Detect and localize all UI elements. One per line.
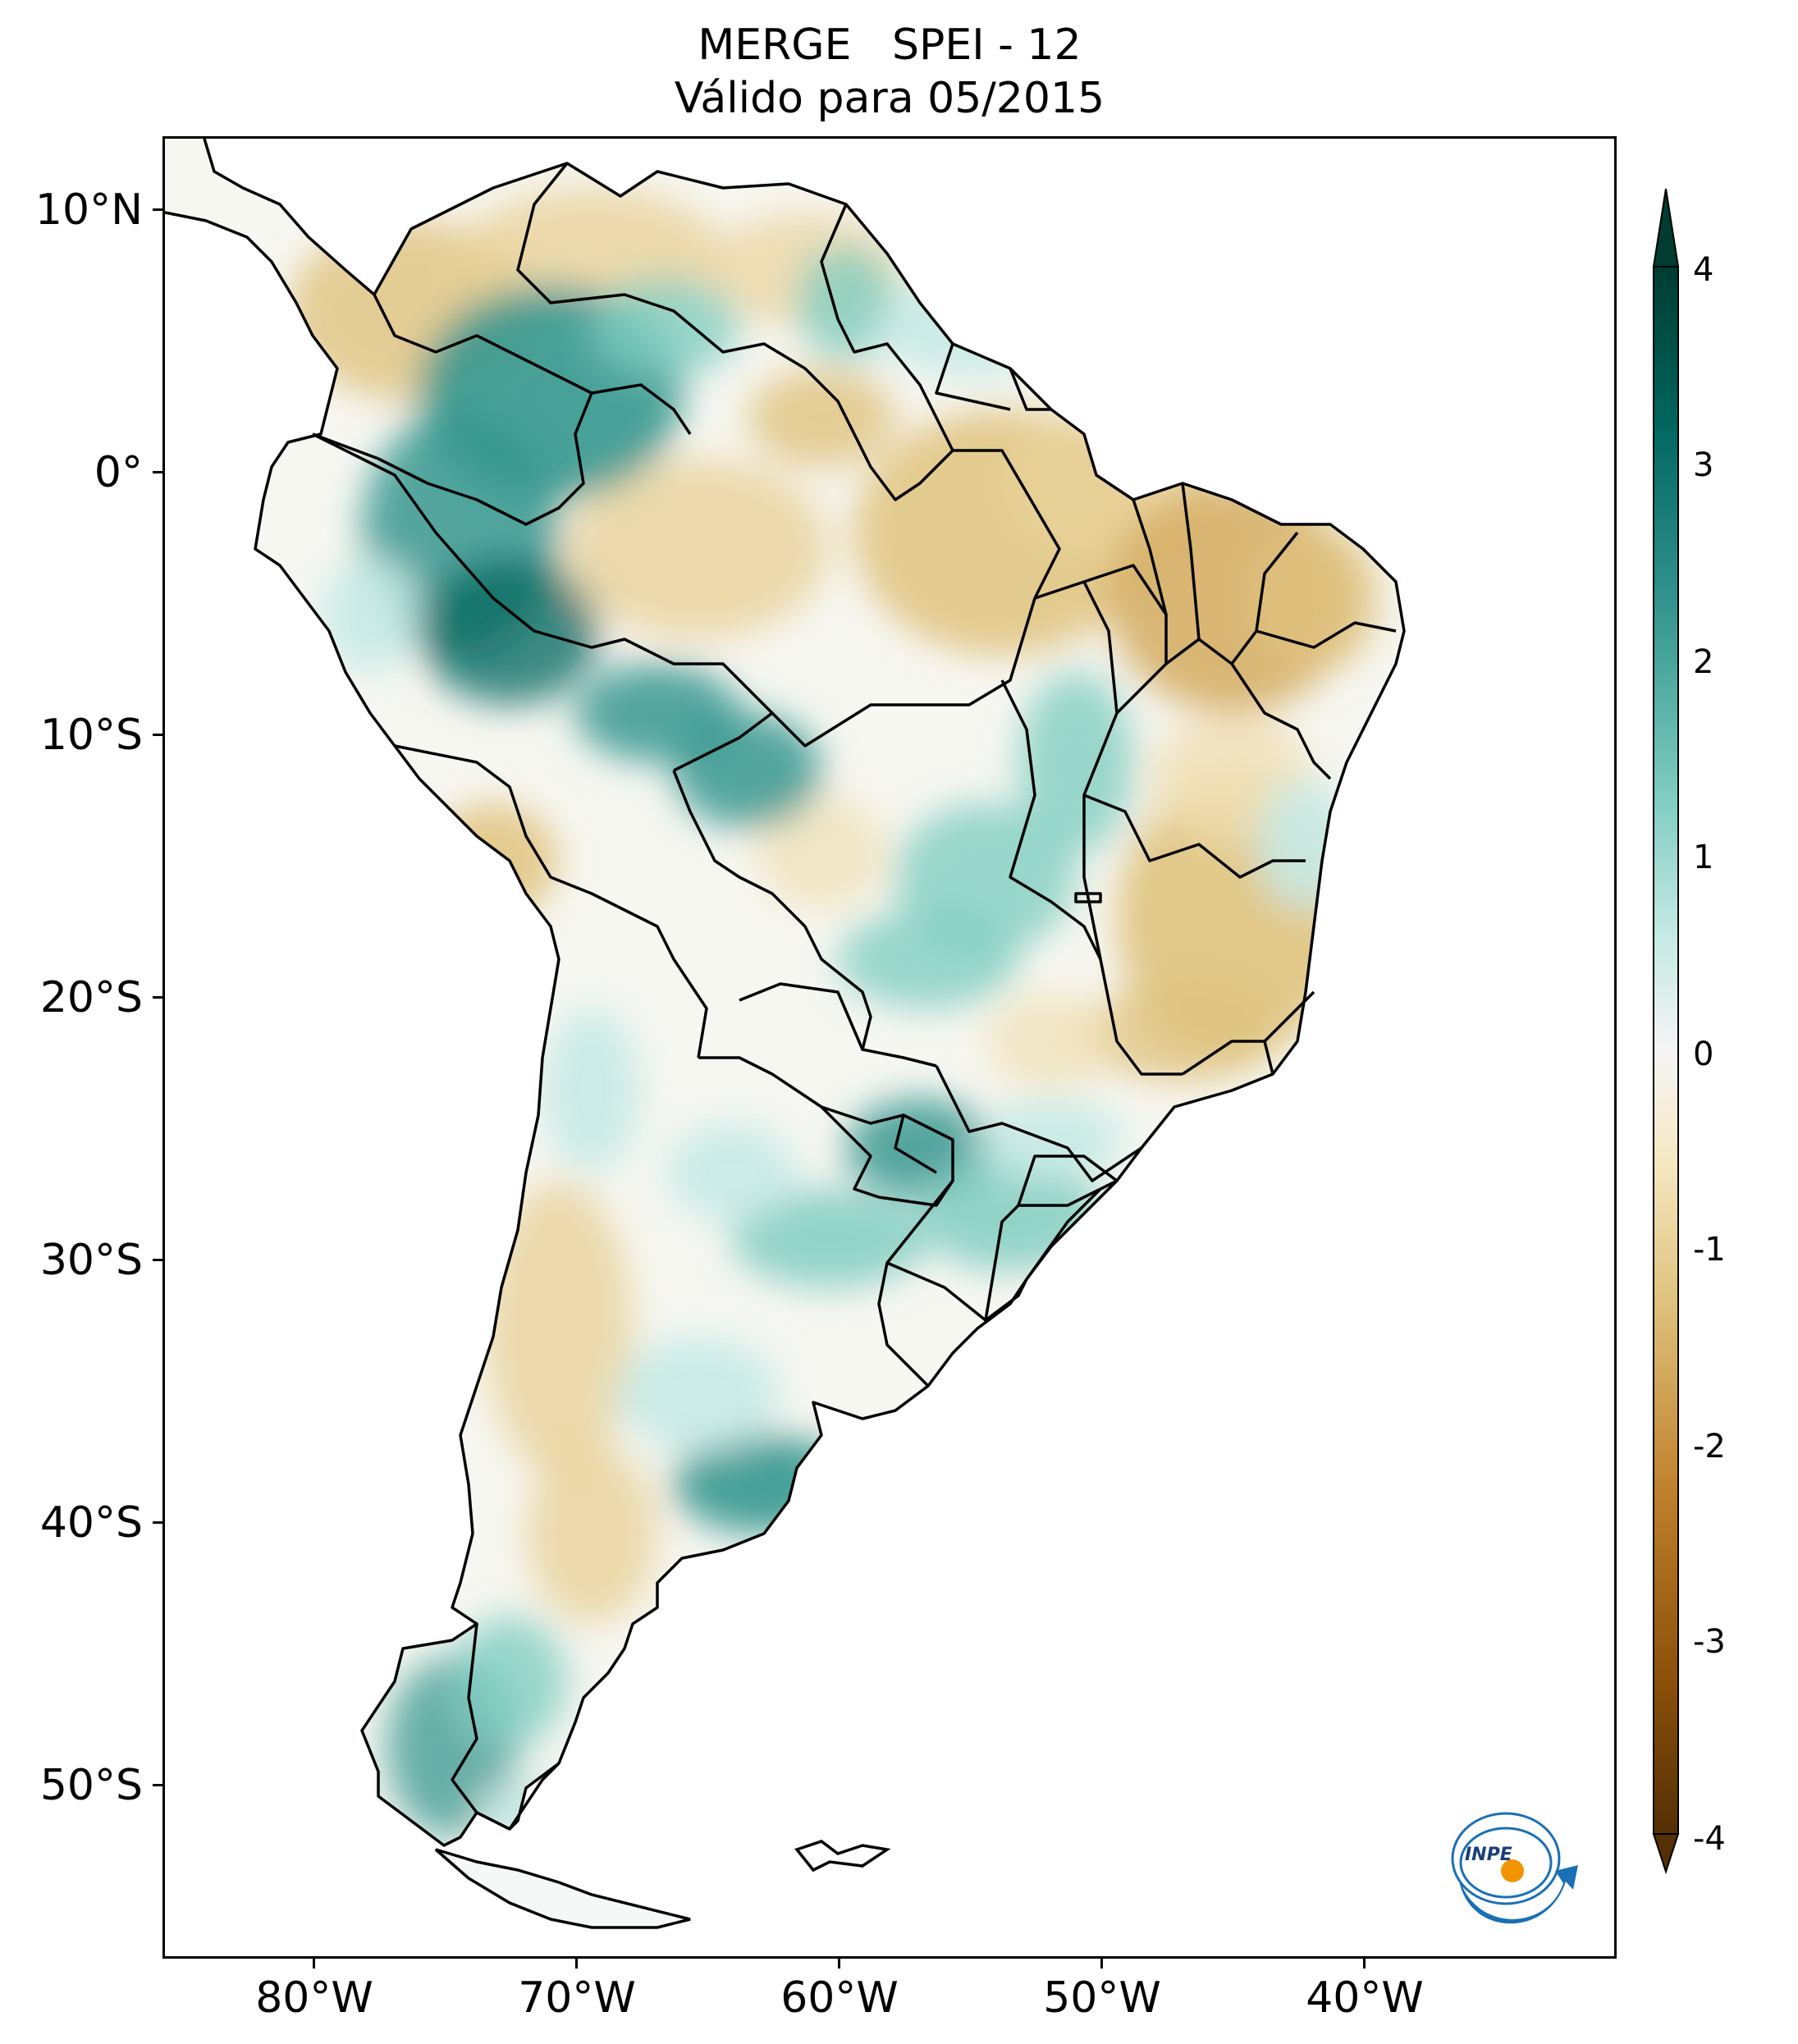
- map-title: MERGE SPEI - 12: [698, 21, 1082, 70]
- lon-label-80w: 80°W: [255, 1973, 373, 2023]
- colorbar-label-0: 0: [1693, 1036, 1714, 1073]
- colorbar-label-neg4: -4: [1693, 1820, 1726, 1858]
- lat-label-30s: 30°S: [39, 1236, 143, 1285]
- lat-tick: [153, 996, 162, 999]
- inpe-logo: INPE: [1451, 1812, 1578, 1924]
- lon-label-60w: 60°W: [780, 1973, 899, 2023]
- lat-label-10s: 10°S: [39, 711, 143, 760]
- colorbar-label-4: 4: [1693, 251, 1714, 289]
- falkland-islands: [794, 1840, 891, 1873]
- colorbar: [1652, 188, 1680, 1875]
- colorbar-bottom-extension: [1652, 1833, 1680, 1875]
- colorbar-label-1: 1: [1693, 839, 1714, 876]
- lat-label-10n: 10°N: [34, 185, 143, 235]
- lat-tick: [153, 208, 162, 211]
- lon-tick: [838, 1959, 840, 1969]
- logo-text: INPE: [1465, 1845, 1512, 1865]
- coastline: [165, 139, 1406, 1847]
- tierra-del-fuego: [434, 1848, 691, 1929]
- colorbar-label-neg2: -2: [1693, 1428, 1726, 1466]
- map-area: [162, 136, 1617, 1959]
- map-canvas: [165, 139, 1406, 1929]
- colorbar-gradient: [1653, 266, 1679, 1835]
- lat-tick: [153, 1521, 162, 1524]
- colorbar-label-2: 2: [1693, 643, 1714, 681]
- political-borders: [312, 162, 1397, 1830]
- lat-tick: [153, 1259, 162, 1261]
- lat-tick: [153, 471, 162, 473]
- lat-label-40s: 40°S: [39, 1498, 143, 1548]
- lon-tick: [575, 1959, 578, 1969]
- lat-tick: [153, 1784, 162, 1786]
- colorbar-top-extension: [1652, 188, 1680, 268]
- lon-label-70w: 70°W: [518, 1973, 636, 2023]
- lat-label-50s: 50°S: [39, 1761, 143, 1810]
- lat-label-20s: 20°S: [39, 973, 143, 1022]
- lon-tick: [1100, 1959, 1103, 1969]
- lon-label-50w: 50°W: [1043, 1973, 1161, 2023]
- lat-label-0: 0°: [94, 448, 143, 497]
- lon-label-40w: 40°W: [1306, 1973, 1424, 2023]
- lon-tick: [313, 1959, 315, 1969]
- colorbar-label-3: 3: [1693, 446, 1714, 484]
- colorbar-label-neg1: -1: [1693, 1231, 1726, 1269]
- lon-tick: [1363, 1959, 1366, 1969]
- colorbar-label-neg3: -3: [1693, 1623, 1726, 1661]
- lat-tick: [153, 734, 162, 736]
- map-subtitle: Válido para 05/2015: [674, 74, 1105, 123]
